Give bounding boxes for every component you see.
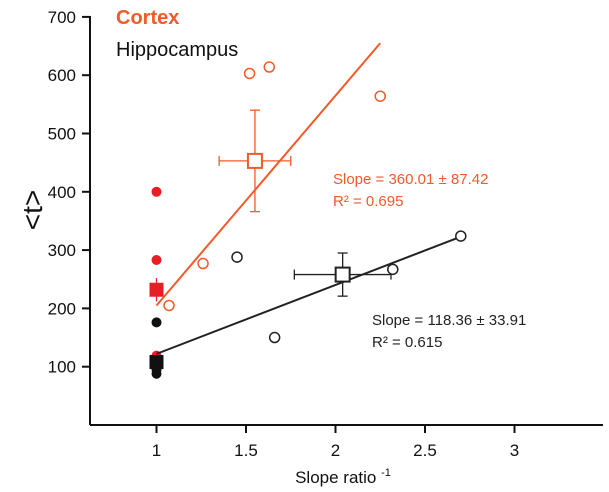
cortex-open-point bbox=[197, 257, 209, 270]
x-tick-label: 3 bbox=[510, 441, 519, 460]
x-axis-label-superscript: -1 bbox=[381, 467, 391, 479]
legend-hippocampus: Hippocampus bbox=[116, 39, 238, 61]
hippocampus-mean-filled-square bbox=[149, 355, 164, 370]
cortex-r2-annotation: R² = 0.695 bbox=[333, 193, 403, 210]
hippocampus-series bbox=[149, 230, 467, 379]
x-tick-label: 1.5 bbox=[234, 441, 258, 460]
plot-area bbox=[149, 42, 467, 379]
y-ticks: 100 200 300 400 500 600 700 bbox=[48, 8, 90, 377]
legend: Cortex Hippocampus bbox=[116, 7, 238, 61]
annotations: Slope = 360.01 ± 87.42 R² = 0.695 Slope … bbox=[333, 171, 526, 351]
cortex-open-point bbox=[263, 61, 276, 73]
x-axis-label: Slope ratio -1 bbox=[295, 467, 391, 487]
y-tick-label: 200 bbox=[48, 299, 76, 318]
y-tick-label: 300 bbox=[48, 241, 76, 260]
cortex-open-point bbox=[163, 299, 175, 312]
y-tick-label: 400 bbox=[48, 183, 76, 202]
y-tick-label: 600 bbox=[48, 66, 76, 85]
x-axis-label-text: Slope ratio bbox=[295, 468, 376, 487]
y-tick-label: 100 bbox=[48, 358, 76, 377]
hippocampus-filled-point bbox=[151, 317, 162, 328]
hippocampus-mean-open-square bbox=[334, 266, 351, 283]
hippocampus-fit-line bbox=[156, 235, 462, 355]
hippocampus-open-point bbox=[268, 331, 281, 344]
cortex-filled-point bbox=[151, 186, 162, 197]
x-tick-label: 2 bbox=[331, 441, 340, 460]
legend-cortex: Cortex bbox=[116, 7, 179, 29]
hippocampus-slope-annotation: Slope = 118.36 ± 33.91 bbox=[372, 312, 526, 329]
hippocampus-open-point bbox=[231, 251, 243, 263]
x-ticks: 1 1.5 2 2.5 3 bbox=[152, 425, 519, 460]
x-tick-label: 1 bbox=[152, 441, 161, 460]
cortex-mean-filled-square bbox=[149, 282, 164, 297]
cortex-mean-open-square bbox=[246, 152, 263, 169]
x-tick-label: 2.5 bbox=[413, 441, 437, 460]
hippocampus-open-point bbox=[455, 230, 467, 242]
y-axis-label: <t> bbox=[17, 190, 48, 230]
cortex-filled-point bbox=[151, 255, 162, 266]
cortex-open-point bbox=[243, 67, 256, 80]
cortex-slope-annotation: Slope = 360.01 ± 87.42 bbox=[333, 171, 488, 188]
hippocampus-open-point bbox=[387, 263, 399, 276]
y-tick-label: 500 bbox=[48, 125, 76, 144]
hippocampus-filled-point bbox=[151, 368, 162, 379]
axes: 100 200 300 400 500 600 700 1 1.5 2 2.5 3 bbox=[48, 8, 603, 460]
cortex-open-point bbox=[374, 90, 386, 102]
y-tick-label: 700 bbox=[48, 8, 76, 27]
cortex-fit-line bbox=[155, 42, 382, 307]
hippocampus-r2-annotation: R² = 0.615 bbox=[372, 334, 442, 351]
